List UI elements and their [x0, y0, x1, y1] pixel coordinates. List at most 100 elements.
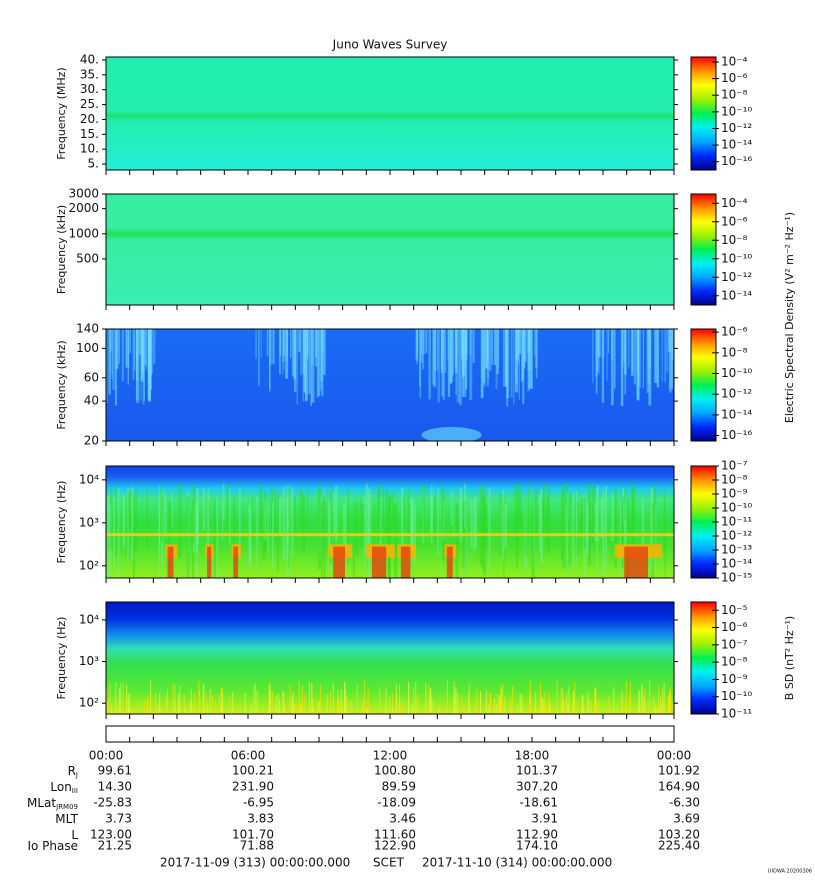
ephemeris-label-text: MLT	[55, 812, 78, 826]
emission-streak	[431, 484, 433, 544]
emission-spike	[127, 694, 129, 714]
emission-streak	[440, 329, 443, 374]
emission-streak	[455, 329, 458, 374]
colorbar-tick-label: 10⁻¹²	[721, 121, 752, 135]
emission-streak	[449, 329, 453, 384]
emission-streak	[290, 329, 292, 359]
emission-spike	[183, 694, 185, 714]
ephemeris-value: -18.09	[377, 796, 416, 810]
emission-streak	[606, 329, 608, 382]
ephemeris-value: 164.90	[658, 780, 700, 794]
y-tick-label: 10³	[79, 515, 99, 529]
emission-streak	[127, 329, 129, 385]
emission-streak	[611, 493, 614, 541]
emission-streak	[631, 329, 634, 374]
emission-spike	[277, 693, 279, 714]
ephemeris-value: 14.30	[98, 780, 132, 794]
emission-spike	[155, 692, 157, 714]
emission-spike	[453, 692, 455, 714]
ephemeris-value: 174.10	[516, 839, 558, 853]
emission-streak	[528, 483, 530, 538]
emission-spike	[660, 703, 662, 714]
emission-streak	[453, 502, 455, 539]
emission-streak	[323, 487, 325, 546]
emission-spike	[107, 700, 109, 714]
emission-streak	[317, 491, 321, 570]
emission-streak	[654, 329, 658, 383]
emission-streak	[226, 484, 229, 523]
emission-streak	[653, 485, 657, 541]
y-tick-label: 1000	[68, 226, 99, 240]
emission-spike	[122, 682, 124, 714]
emission-streak	[461, 329, 465, 378]
colorbar-tick-label: 10⁻¹²	[721, 529, 752, 543]
emission-streak	[670, 329, 674, 389]
emission-streak	[142, 329, 145, 405]
emission-streak	[473, 497, 476, 551]
ephemeris-value: 100.80	[374, 764, 416, 778]
emission-streak	[542, 483, 545, 528]
emission-spike	[329, 691, 331, 714]
emission-core	[400, 546, 411, 578]
emission-spike	[221, 702, 223, 714]
emission-streak	[328, 501, 331, 558]
emission-streak	[611, 499, 613, 562]
emission-streak	[306, 329, 309, 359]
emission-streak	[580, 498, 584, 536]
colorbar-tick-label: 10⁻⁸	[721, 345, 748, 359]
ephemeris-value: 231.90	[232, 780, 274, 794]
emission-spike	[269, 682, 271, 714]
emission-streak	[365, 484, 369, 555]
emission-spike	[544, 692, 546, 714]
emission-streak	[534, 488, 538, 538]
emission-streak	[641, 498, 645, 578]
emission-streak	[567, 492, 569, 574]
emission-spike	[540, 698, 542, 714]
emission-streak	[633, 329, 637, 385]
emission-streak	[638, 329, 641, 388]
emission-streak	[479, 486, 483, 566]
emission-spike	[669, 690, 671, 714]
spectrogram-background	[106, 194, 674, 305]
spectrogram-image	[106, 329, 674, 441]
emission-spike	[428, 694, 430, 714]
x-tick-label: 00:00	[657, 749, 692, 763]
emission-streak	[611, 329, 614, 361]
emission-spike	[199, 688, 201, 714]
y-tick-label: 2000	[68, 201, 99, 215]
emission-spike	[486, 689, 488, 714]
colorbar-label: B SD (nT² Hz⁻¹)	[783, 616, 796, 700]
emission-streak	[401, 487, 404, 556]
emission-spike	[291, 696, 293, 714]
emission-spike	[476, 689, 478, 714]
emission-streak	[621, 329, 624, 370]
y-axis-label: Frequency (MHz)	[55, 67, 68, 159]
emission-streak	[216, 495, 219, 578]
emission-streak	[650, 501, 654, 574]
y-tick-label: 3000	[68, 187, 99, 201]
emission-streak	[648, 329, 652, 406]
emission-spike	[218, 693, 220, 714]
emission-streak	[598, 329, 601, 358]
emission-spike	[625, 681, 627, 714]
emission-spike	[654, 706, 656, 714]
ephemeris-label: LonIII	[50, 780, 78, 796]
y-tick-label: 60	[84, 370, 99, 384]
emission-streak	[562, 485, 565, 567]
ephemeris-label-sub: III	[72, 787, 78, 795]
emission-spike	[172, 683, 174, 714]
emission-streak	[542, 484, 546, 534]
emission-streak	[122, 496, 125, 545]
emission-streak	[291, 329, 295, 377]
emission-streak	[263, 490, 267, 554]
emission-spike	[147, 705, 149, 714]
colorbar-tick-label: 10⁻¹⁴	[721, 557, 752, 571]
emission-streak	[442, 329, 445, 359]
emission-spike	[663, 682, 665, 714]
emission-streak	[421, 329, 423, 355]
emission-streak	[110, 486, 113, 549]
emission-streak	[419, 329, 422, 399]
emission-streak	[576, 491, 578, 565]
emission-spike	[535, 691, 537, 714]
